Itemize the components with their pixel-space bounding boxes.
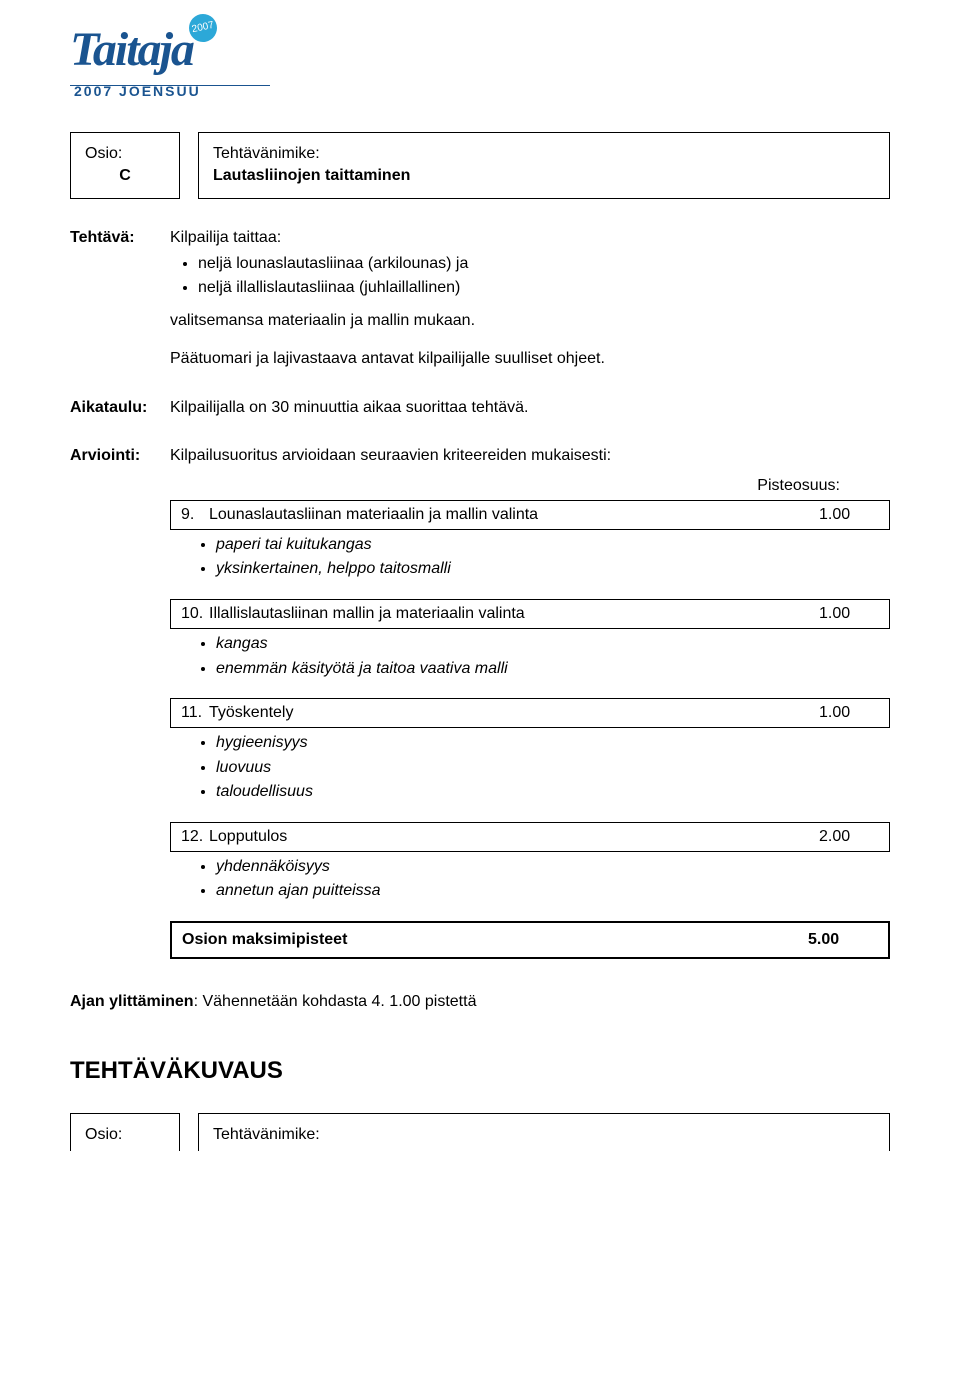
criteria-title: Lounaslautasliinan materiaalin ja mallin… (209, 504, 819, 526)
arviointi-section: Arviointi: Kilpailusuoritus arvioidaan s… (70, 445, 890, 467)
criteria-item: enemmän käsityötä ja taitoa vaativa mall… (216, 658, 890, 680)
osio-footer-grid: Osio: Tehtävänimike: (70, 1113, 890, 1150)
arviointi-intro: Kilpailusuoritus arvioidaan seuraavien k… (170, 445, 890, 467)
logo: Taitaja 2007 2007 JOENSUU (70, 16, 890, 102)
osio-header-grid: Osio: C Tehtävänimike: Lautasliinojen ta… (70, 132, 890, 199)
tehtavanimike-box-bottom: Tehtävänimike: (198, 1113, 890, 1150)
osio-value: C (85, 165, 165, 187)
criteria-header: 10.Illallislautasliinan mallin ja materi… (170, 599, 890, 629)
tehtavanimike-label-bottom: Tehtävänimike: (213, 1124, 875, 1146)
criteria-block: 12.Lopputulos2.00 yhdennäköisyysannetun a… (170, 822, 890, 903)
criteria-item: yksinkertainen, helppo taitosmalli (216, 558, 890, 580)
osio-label: Osio: (85, 143, 165, 165)
osio-box-bottom: Osio: (70, 1113, 180, 1150)
criteria-items: hygieenisyys luovuustaloudellisuus (188, 732, 890, 803)
criteria-items: kangas enemmän käsityötä ja taitoa vaativ… (188, 633, 890, 680)
criteria-items: paperi tai kuitukangasyksinkertainen, he… (188, 534, 890, 581)
logo-subtitle: 2007 JOENSUU (74, 82, 890, 102)
criteria-header: 12.Lopputulos2.00 (170, 822, 890, 852)
criteria-title: Illallislautasliinan mallin ja materiaal… (209, 603, 819, 625)
osio-box: Osio: C (70, 132, 180, 199)
pisteosuus-label: Pisteosuus: (170, 475, 890, 497)
criteria-item: paperi tai kuitukangas (216, 534, 890, 556)
tehtava-intro: Kilpailija taittaa: (170, 227, 890, 249)
criteria-score: 2.00 (819, 826, 879, 848)
tehtavakuvaus-heading: TEHTÄVÄKUVAUS (70, 1054, 890, 1088)
ajan-text: : Vähennetään kohdasta 4. 1.00 pistettä (194, 993, 477, 1010)
criteria-item: yhdennäköisyys (216, 856, 890, 878)
osio-label-bottom: Osio: (85, 1124, 165, 1146)
tehtava-section: Tehtävä: Kilpailija taittaa: neljä louna… (70, 227, 890, 371)
ajan-label: Ajan ylittäminen (70, 993, 194, 1010)
maksimipisteet-row: Osion maksimipisteet 5.00 (170, 921, 890, 959)
tehtava-line3: Päätuomari ja lajivastaava antavat kilpa… (170, 348, 890, 370)
tehtavanimike-label: Tehtävänimike: (213, 143, 875, 165)
tehtava-label: Tehtävä: (70, 227, 170, 371)
tehtavanimike-value: Lautasliinojen taittaminen (213, 165, 875, 187)
tehtava-bullet: neljä lounaslautasliinaa (arkilounas) ja (198, 253, 890, 275)
criteria-score: 1.00 (819, 702, 879, 724)
maksimi-label: Osion maksimipisteet (182, 929, 808, 951)
criteria-items: yhdennäköisyysannetun ajan puitteissa (188, 856, 890, 903)
ajan-ylittaminen: Ajan ylittäminen: Vähennetään kohdasta 4… (70, 991, 890, 1013)
criteria-score: 1.00 (819, 504, 879, 526)
criteria-item: kangas (216, 633, 890, 655)
criteria-item: annetun ajan puitteissa (216, 880, 890, 902)
tehtava-bullet: neljä illallislautasliinaa (juhlaillalli… (198, 277, 890, 299)
logo-main-text: Taitaja (70, 16, 193, 83)
aikataulu-label: Aikataulu: (70, 397, 170, 419)
tehtava-bullets: neljä lounaslautasliinaa (arkilounas) ja… (170, 253, 890, 300)
criteria-number: 12. (181, 826, 209, 848)
criteria-number: 11. (181, 702, 209, 724)
arviointi-label: Arviointi: (70, 445, 170, 467)
criteria-number: 9. (181, 504, 209, 526)
criteria-item: hygieenisyys (216, 732, 890, 754)
tehtavanimike-box: Tehtävänimike: Lautasliinojen taittamine… (198, 132, 890, 199)
criteria-block: 9.Lounaslautasliinan materiaalin ja mall… (170, 500, 890, 581)
maksimi-score: 5.00 (808, 929, 878, 951)
criteria-title: Lopputulos (209, 826, 819, 848)
criteria-title: Työskentely (209, 702, 819, 724)
criteria-block: 10.Illallislautasliinan mallin ja materi… (170, 599, 890, 680)
criteria-header: 9.Lounaslautasliinan materiaalin ja mall… (170, 500, 890, 530)
aikataulu-text: Kilpailijalla on 30 minuuttia aikaa suor… (170, 397, 890, 419)
criteria-number: 10. (181, 603, 209, 625)
criteria-score: 1.00 (819, 603, 879, 625)
criteria-block: 11.Työskentely1.00 hygieenisyys luovuustal… (170, 698, 890, 804)
aikataulu-section: Aikataulu: Kilpailijalla on 30 minuuttia… (70, 397, 890, 419)
criteria-item: taloudellisuus (216, 781, 890, 803)
criteria-item: luovuus (216, 757, 890, 779)
tehtava-line2: valitsemansa materiaalin ja mallin mukaa… (170, 310, 890, 332)
criteria-header: 11.Työskentely1.00 (170, 698, 890, 728)
